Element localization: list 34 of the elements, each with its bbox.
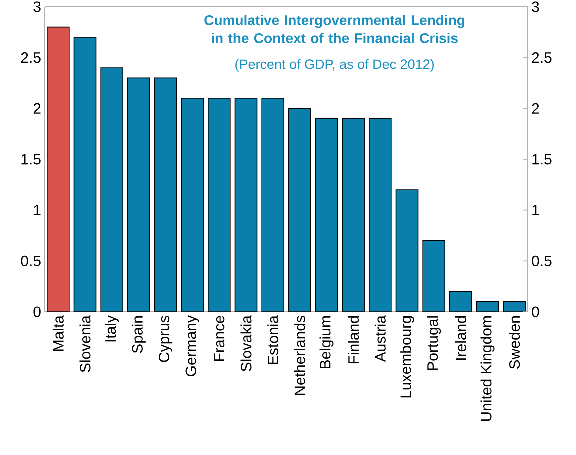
y-tick-label: 0 [34, 306, 41, 318]
y-tick-label: 3 [34, 2, 41, 12]
y2-tick-label: 1 [532, 205, 540, 216]
x-tick-label: Portugal [427, 316, 442, 370]
x-tick-label: Netherlands [294, 316, 306, 396]
x-tick-label: France [214, 316, 225, 361]
y2-tick-label: 2.5 [532, 52, 552, 64]
x-tick-label: United Kingdom [480, 316, 495, 422]
x-tick-label: Finland [348, 316, 360, 364]
y-tick-label: 1.5 [22, 154, 41, 165]
x-tick-label: Malta [52, 316, 64, 351]
y2-tick-label: 2 [532, 103, 540, 114]
y-tick-label: 2 [34, 103, 41, 114]
x-tick-label: Belgium [320, 316, 334, 368]
y2-tick-label: 0 [532, 306, 540, 318]
x-tick-label: Austria [374, 316, 386, 362]
y2-tick-label: 1.5 [532, 154, 552, 165]
text: (Percent of GDP, as of Dec 2012) [236, 59, 434, 72]
x-tick-label: Ireland [455, 316, 466, 360]
y-tick-label: 2.5 [21, 52, 41, 64]
y2-tick-label: 3 [532, 2, 540, 12]
x-tick-label: Luxembourg [400, 316, 414, 398]
x-tick-label: Germany [186, 316, 200, 376]
x-tick-label: Spain [132, 316, 146, 354]
x-tick-label: Estonia [268, 316, 279, 364]
x-tick-label: Italy [105, 316, 120, 342]
x-tick-label: Slovenia [80, 316, 91, 372]
x-tick-label: Sweden [509, 316, 520, 370]
y-tick-label: 0.5 [21, 256, 41, 266]
x-tick-label: Slovakia [240, 316, 252, 372]
x-tick-label: Cyprus [158, 316, 173, 362]
y-tick-label: 1 [34, 205, 41, 216]
y2-tick-label: 0.5 [532, 256, 552, 266]
text: Cumulative Intergovernmental Lending in the Context of the Financial Crisis [204, 15, 465, 44]
